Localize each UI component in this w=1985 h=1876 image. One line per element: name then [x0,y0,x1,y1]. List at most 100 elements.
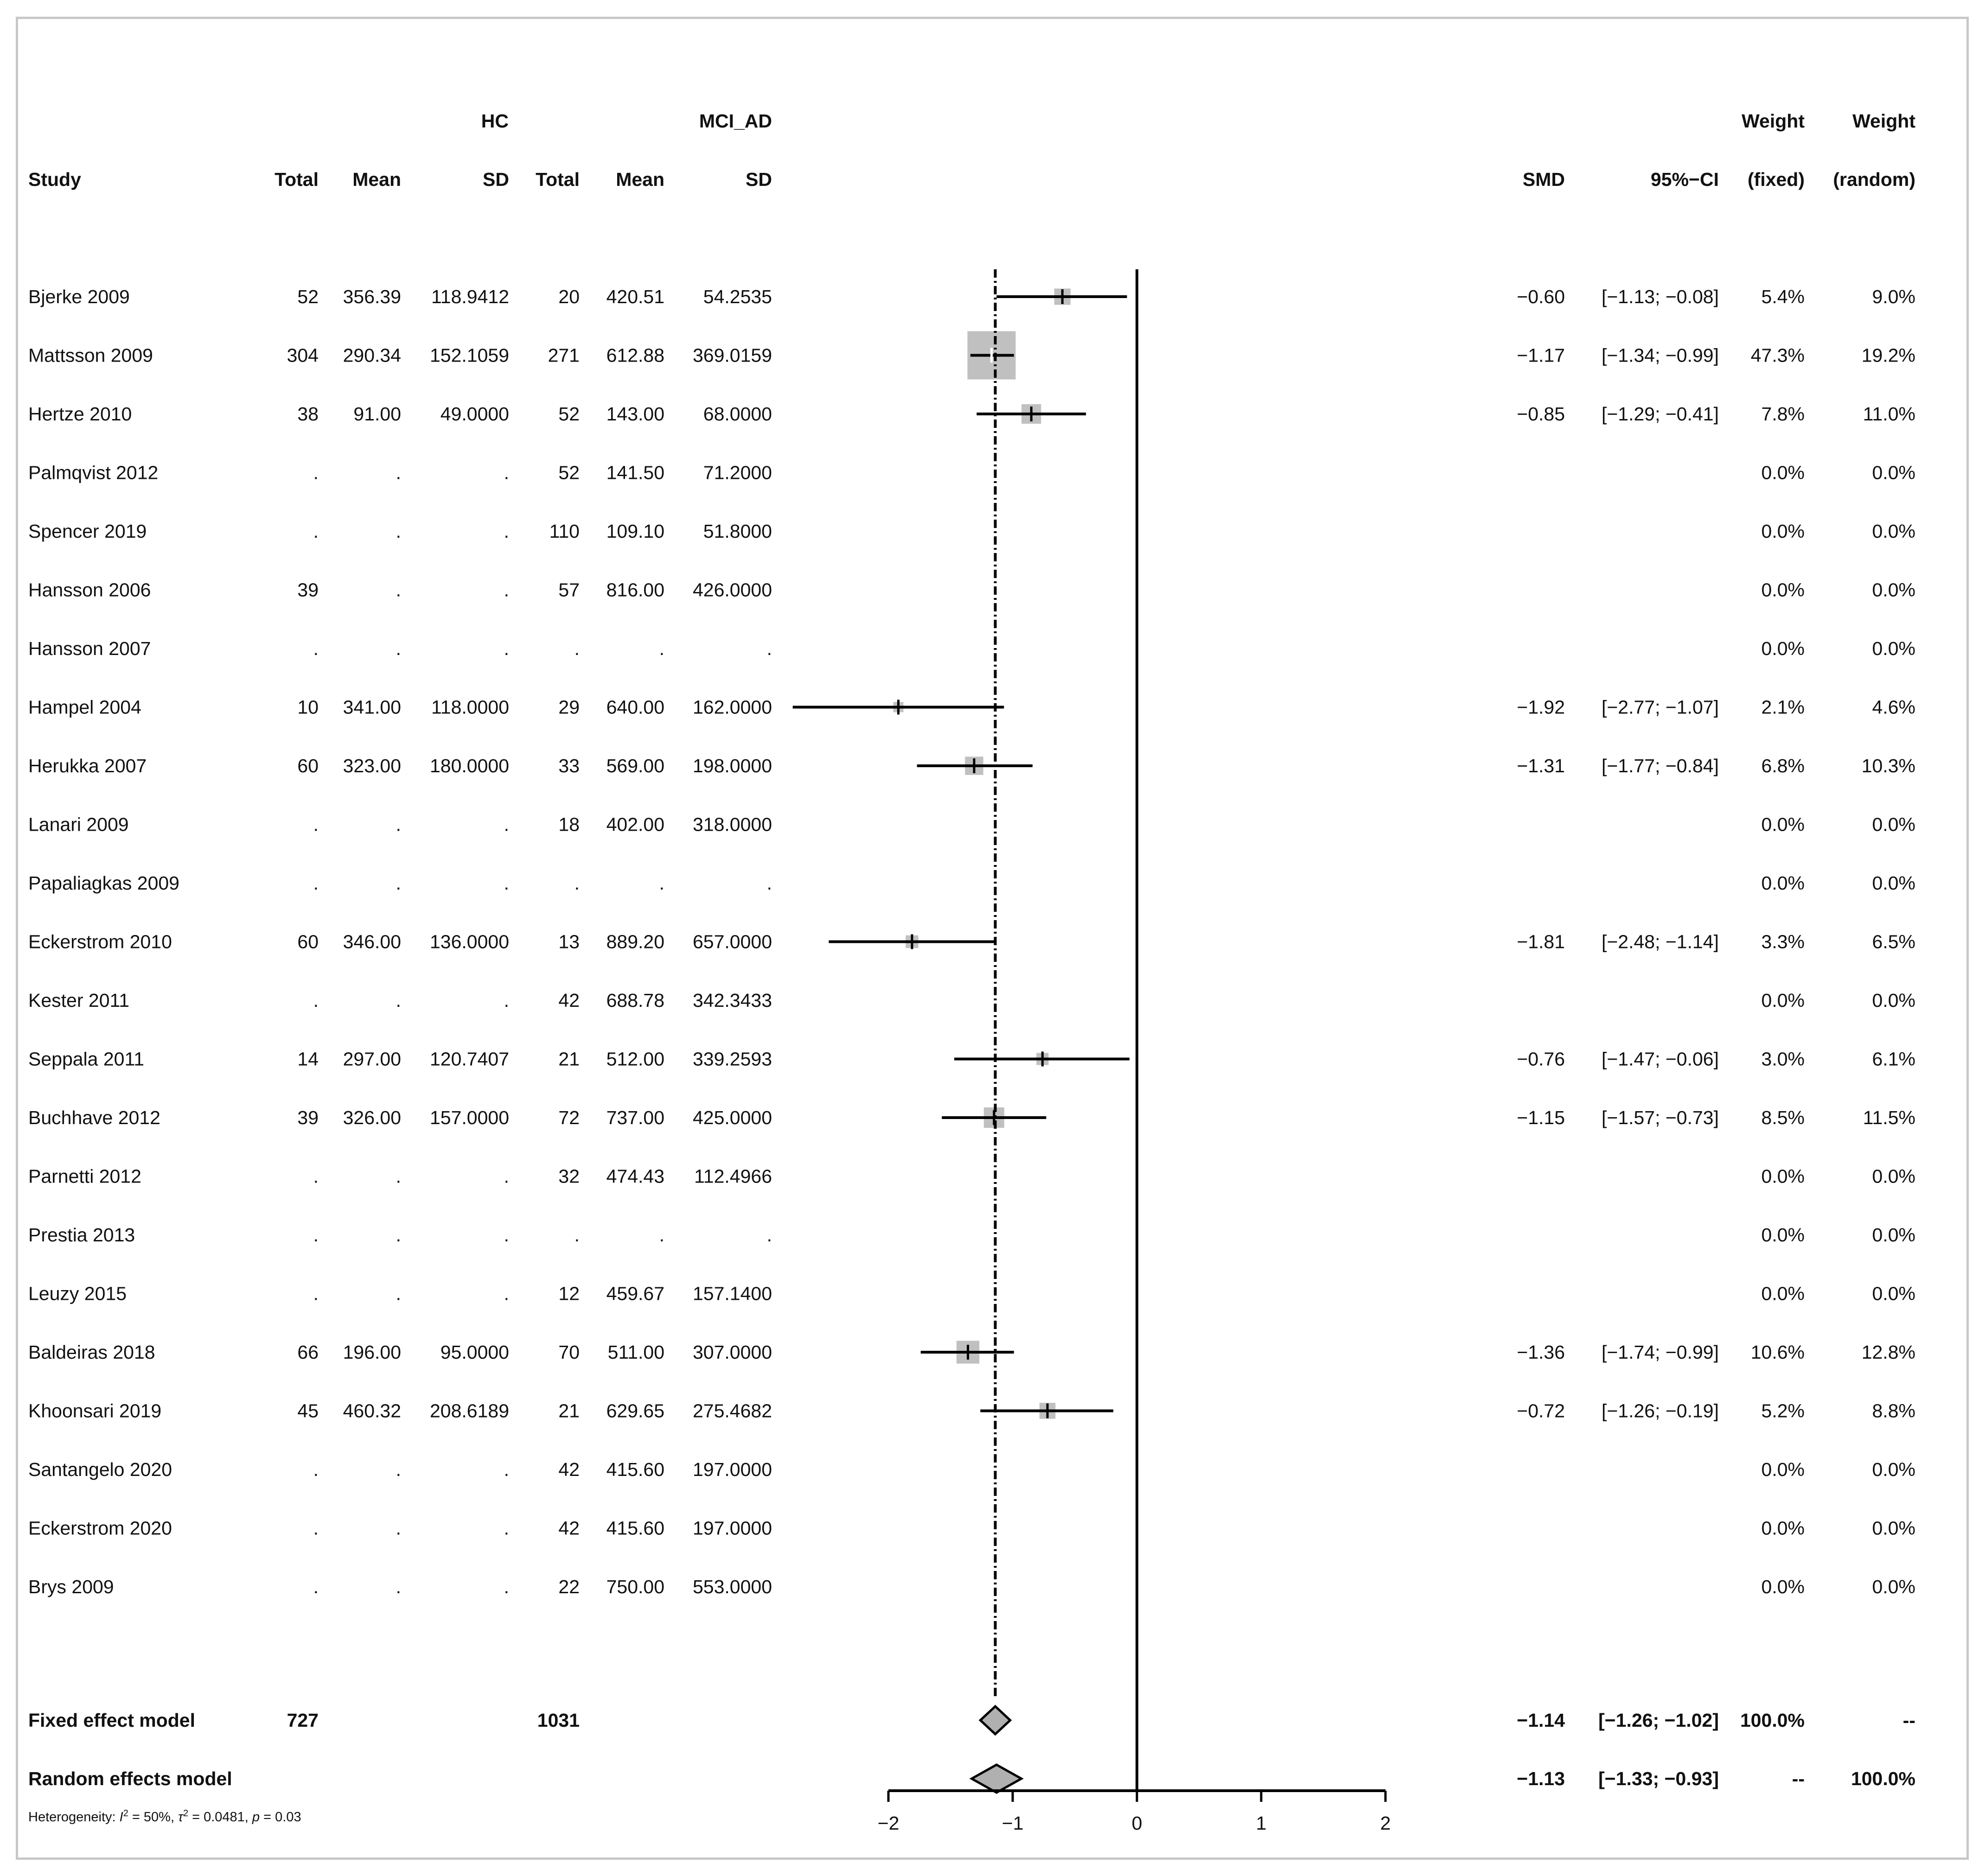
random-model-label: Random effects model [28,1768,232,1789]
study-row: Khoonsari 2019 45 460.32 208.6189 21 629.65 27… [28,1400,1915,1422]
ad-sd: . [767,1224,772,1246]
weight-random: 9.0% [1872,286,1915,307]
random-weight-random: 100.0% [1851,1768,1915,1789]
ad-total: 271 [548,345,580,366]
hc-sd: . [504,1576,509,1597]
hc-total: . [313,638,319,659]
ad-mean: 612.88 [606,345,664,366]
weight-fixed: 5.2% [1762,1400,1805,1422]
weight-fixed: 10.6% [1751,1342,1805,1363]
hc-sd: 118.9412 [431,286,509,307]
fixed-model-label: Fixed effect model [28,1710,195,1731]
figure-frame: HC MCI_AD Study Total Mean SD Total Mean SD SMD 95… [16,17,1969,1860]
hc-total: 60 [297,755,319,776]
hc-mean: 290.34 [343,345,401,366]
study-row: Eckerstrom 2020... 42 415.60 197.0000 0.0% 0.… [28,1518,1915,1539]
study-name: Spencer 2019 [28,521,147,542]
study-row: Palmqvist 2012... 52 141.50 71.2000 0.0% 0.0% [28,462,1915,483]
weight-fixed: 3.3% [1762,931,1805,953]
smd-value: −1.17 [1517,345,1565,366]
ci-value: [−1.47; −0.06] [1602,1049,1719,1070]
study-name: Mattsson 2009 [28,345,153,366]
ad-total: 21 [558,1400,580,1422]
ad-sd: . [767,872,772,894]
hc-mean: . [396,1224,401,1246]
weight-fixed: 0.0% [1762,1459,1805,1480]
ad-mean-header: Mean [616,169,664,190]
ad-mean: 420.51 [606,286,664,307]
ad-sd: 318.0000 [693,814,772,835]
ad-total: . [574,872,580,894]
hc-total: . [313,1459,319,1480]
ad-sd: 553.0000 [693,1576,772,1597]
column-headers: HC MCI_AD Study Total Mean SD Total Mean SD SMD 95… [28,110,1915,190]
smd-value: −0.60 [1517,286,1565,307]
fixed-effect-diamond [978,1704,1012,1736]
hc-mean: 323.00 [343,755,401,776]
ad-mean: . [659,638,664,659]
weight-fixed: 8.5% [1762,1107,1805,1128]
weight-random: 0.0% [1872,1459,1915,1480]
hc-mean: . [396,872,401,894]
hc-mean: 341.00 [343,697,401,718]
ad-mean: 688.78 [606,990,664,1011]
group2-header: MCI_AD [699,110,772,132]
ad-mean: 402.00 [606,814,664,835]
weight-random: 11.5% [1863,1107,1915,1128]
weight-fixed: 6.8% [1762,755,1805,776]
study-row: Bjerke 2009 52 356.39 118.9412 20 420.51 54.25… [28,286,1915,307]
hc-sd: 136.0000 [430,931,509,953]
study-row: Hansson 2006 39.. 57 816.00 426.0000 0.0% 0.0% [28,579,1915,601]
ad-total: 20 [558,286,580,307]
ad-sd: 162.0000 [693,697,772,718]
ad-total: 22 [558,1576,580,1597]
study-row: Parnetti 2012... 32 474.43 112.4966 0.0% 0.0% [28,1166,1915,1187]
weight-fixed-header: Weight [1742,110,1805,132]
hc-total: 52 [297,286,319,307]
study-name: Kester 2011 [28,990,129,1011]
weight-random: 12.8% [1862,1342,1915,1363]
hc-sd: 208.6189 [430,1400,509,1422]
hc-sd: . [504,1459,509,1480]
hc-total: . [313,1576,319,1597]
ad-sd: 51.8000 [703,521,772,542]
ci-value: [−1.26; −0.19] [1602,1400,1719,1422]
ad-mean: 109.10 [606,521,664,542]
hc-total: . [313,462,319,483]
ad-sd: 425.0000 [693,1107,772,1128]
random-effects-row: Random effects model −1.13 [−1.33; −0.93] -… [28,1763,1915,1794]
hc-sd: . [504,1224,509,1246]
hc-total: 60 [297,931,319,953]
hc-mean: 91.00 [353,403,401,425]
fixed-weight-fixed: 100.0% [1740,1710,1805,1731]
study-row: Brys 2009... 22 750.00 553.0000 0.0% 0.0% [28,1576,1915,1597]
hc-total: 39 [297,1107,319,1128]
x-tick-label: 0 [1132,1812,1142,1834]
study-row: Buchhave 2012 39 326.00 157.0000 72 737.00 425… [28,1107,1915,1128]
hc-total: 10 [297,697,319,718]
weight-random: 6.1% [1872,1049,1915,1070]
weight-fixed: 3.0% [1762,1049,1805,1070]
hc-total: 38 [297,403,319,425]
ad-mean: 569.00 [606,755,664,776]
hc-sd: . [504,872,509,894]
hc-sd: 180.0000 [430,755,509,776]
weight-random: 19.2% [1862,345,1915,366]
smd-value: −0.76 [1517,1049,1565,1070]
fixed-weight-random: -- [1903,1710,1915,1731]
hc-mean: . [396,1518,401,1539]
study-row: Prestia 2013...... 0.0% 0.0% [28,1224,1915,1246]
ad-sd: 197.0000 [693,1518,772,1539]
ci-header: 95%−CI [1651,169,1719,190]
weight-random: 0.0% [1872,638,1915,659]
hc-sd: . [504,579,509,601]
study-name: Papaliagkas 2009 [28,872,179,894]
study-row: Leuzy 2015... 12 459.67 157.1400 0.0% 0.0% [28,1283,1915,1304]
weight-fixed: 0.0% [1762,462,1805,483]
ad-total: 57 [558,579,580,601]
hc-sd-header: SD [483,169,509,190]
ci-value: [−1.77; −0.84] [1602,755,1719,776]
hc-mean-header: Mean [352,169,401,190]
study-row: Santangelo 2020... 42 415.60 197.0000 0.0% 0.… [28,1459,1915,1480]
ad-mean: 889.20 [606,931,664,953]
